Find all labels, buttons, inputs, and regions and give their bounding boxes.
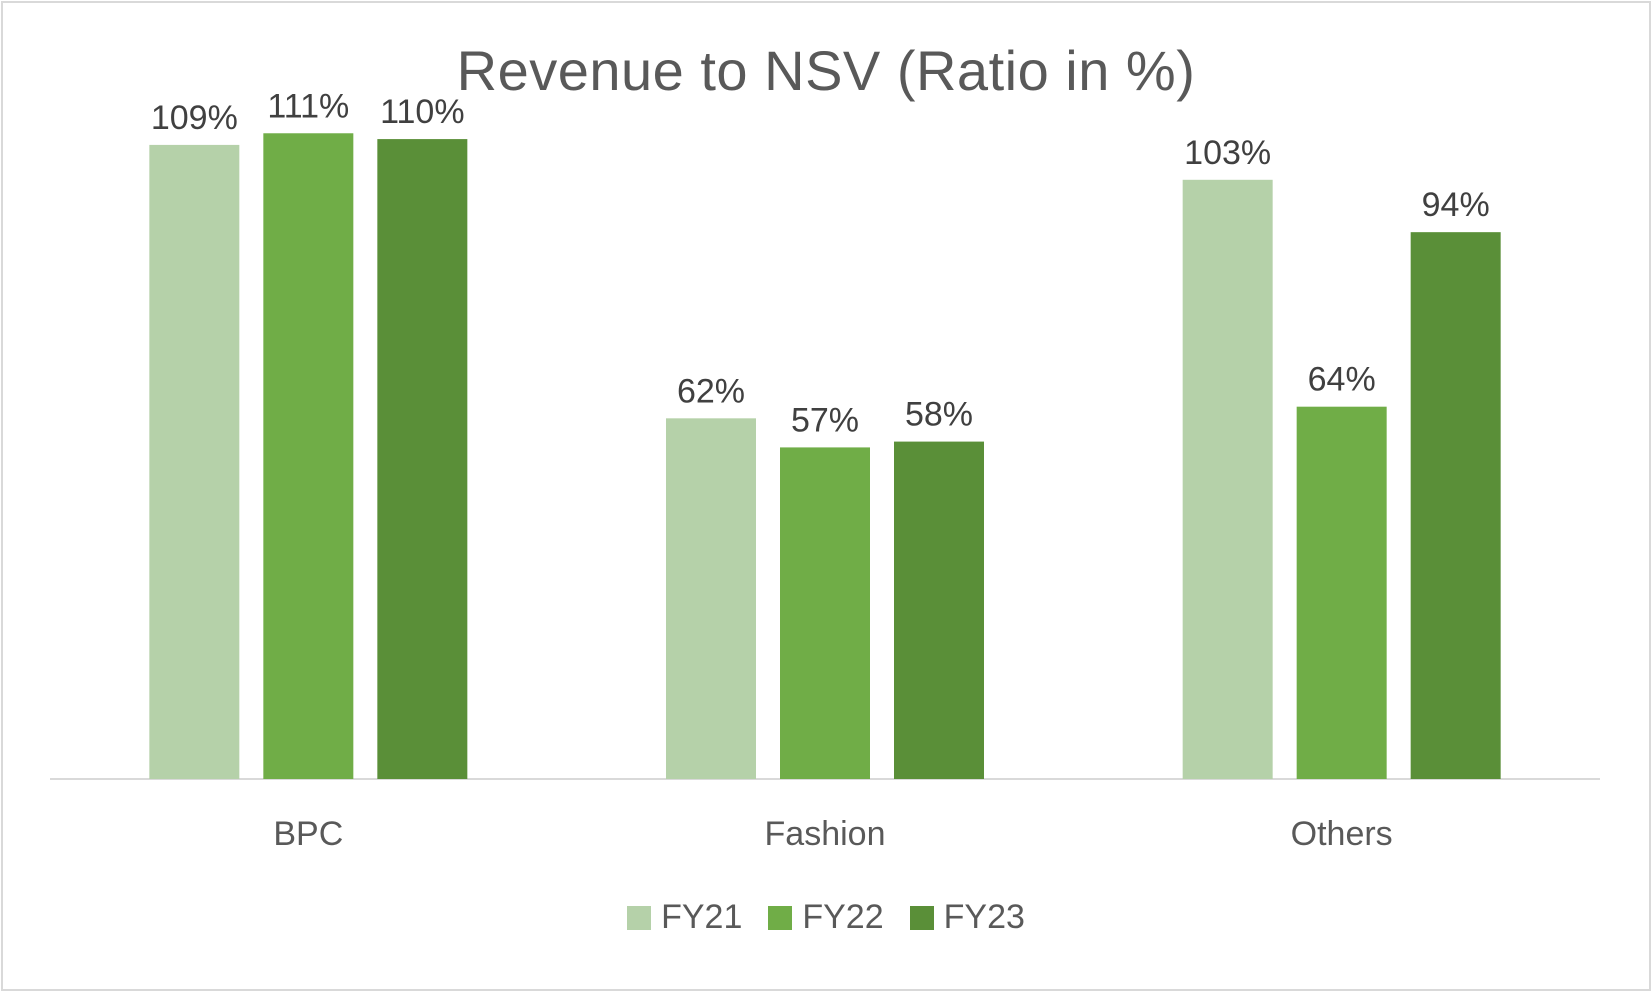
x-tick-label-bpc: BPC — [273, 815, 343, 853]
data-label-others-fy23: 94% — [1422, 186, 1490, 224]
bar-bpc-fy22 — [263, 133, 354, 780]
bar-fashion-fy23 — [894, 441, 984, 779]
chart-legend: FY21 FY22 FY23 — [0, 898, 1652, 937]
bar-others-fy21 — [1182, 179, 1273, 779]
data-label-bpc-fy21: 109% — [151, 99, 238, 137]
legend-swatch-fy21 — [627, 905, 652, 930]
data-label-fashion-fy23: 58% — [905, 396, 973, 434]
bar-others-fy23 — [1410, 232, 1501, 779]
chart-title: Revenue to NSV (Ratio in %) — [456, 39, 1196, 102]
legend-label-fy22: FY22 — [802, 898, 884, 936]
data-label-fashion-fy21: 62% — [677, 372, 745, 410]
bar-bpc-fy21 — [149, 144, 240, 779]
legend-swatch-fy22 — [768, 905, 793, 930]
bar-others-fy22 — [1296, 406, 1387, 779]
bar-fashion-fy22 — [780, 447, 870, 779]
x-tick-label-others: Others — [1291, 815, 1393, 853]
x-tick-label-fashion: Fashion — [765, 815, 886, 853]
data-label-others-fy21: 103% — [1184, 134, 1271, 172]
legend-item-fy22: FY22 — [768, 898, 884, 937]
legend-label-fy21: FY21 — [661, 898, 743, 936]
data-label-fashion-fy22: 57% — [791, 401, 859, 439]
legend-item-fy21: FY21 — [627, 898, 742, 937]
bar-fashion-fy21 — [666, 418, 756, 779]
legend-item-fy23: FY23 — [909, 898, 1025, 937]
data-label-bpc-fy22: 111% — [267, 87, 349, 125]
legend-swatch-fy23 — [909, 905, 934, 930]
data-label-bpc-fy23: 110% — [380, 93, 464, 131]
legend-label-fy23: FY23 — [943, 898, 1025, 936]
bar-bpc-fy23 — [377, 139, 468, 779]
data-label-others-fy22: 64% — [1308, 361, 1376, 399]
